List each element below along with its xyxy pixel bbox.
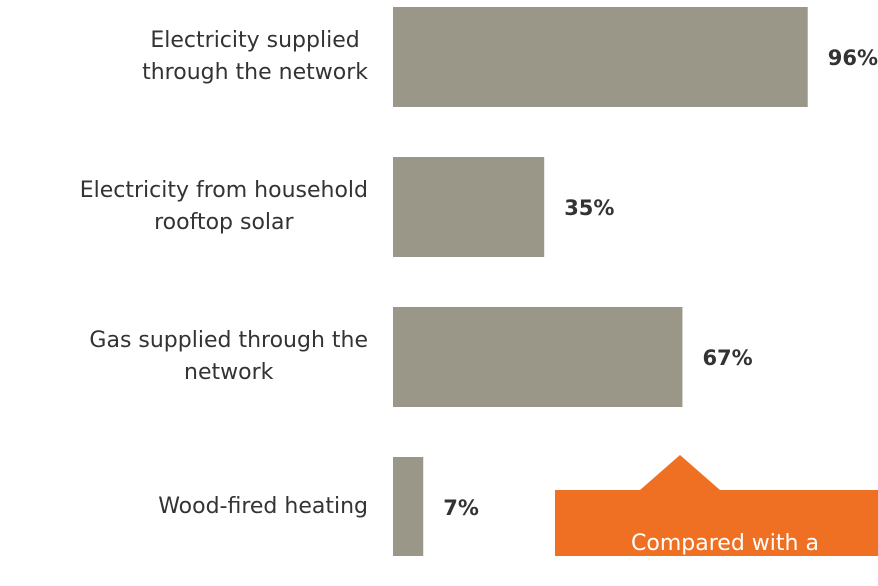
page: 96%35%67%7% (() => { const data = JSON.p… — [79, 7, 878, 556]
bar — [393, 457, 424, 556]
chart: 96% 35% 67% 7% — [393, 7, 878, 556]
category-label: Wood-fired heating — [158, 491, 368, 523]
value-label: 96% — [828, 46, 878, 70]
category-label-text: Wood-fired heating — [158, 494, 368, 519]
bar — [393, 157, 545, 257]
value-label: 35% — [564, 196, 614, 220]
value-label: 7% — [443, 496, 479, 520]
value-label: 67% — [702, 346, 752, 370]
category-label: Gas supplied through the network — [89, 325, 368, 389]
category-label-text: Gas supplied through the network — [89, 328, 368, 385]
category-label-text: Electricity supplied through the network — [142, 28, 368, 85]
annotation-box — [555, 455, 878, 556]
category-label: Electricity from household rooftop solar — [80, 175, 368, 239]
annotation: Compared with a telephone survey in — [615, 531, 835, 584]
bar — [393, 7, 808, 107]
category-label-text: Electricity from household rooftop solar — [79, 178, 368, 235]
bar — [393, 307, 683, 407]
category-label: Electricity supplied through the network — [142, 25, 368, 89]
